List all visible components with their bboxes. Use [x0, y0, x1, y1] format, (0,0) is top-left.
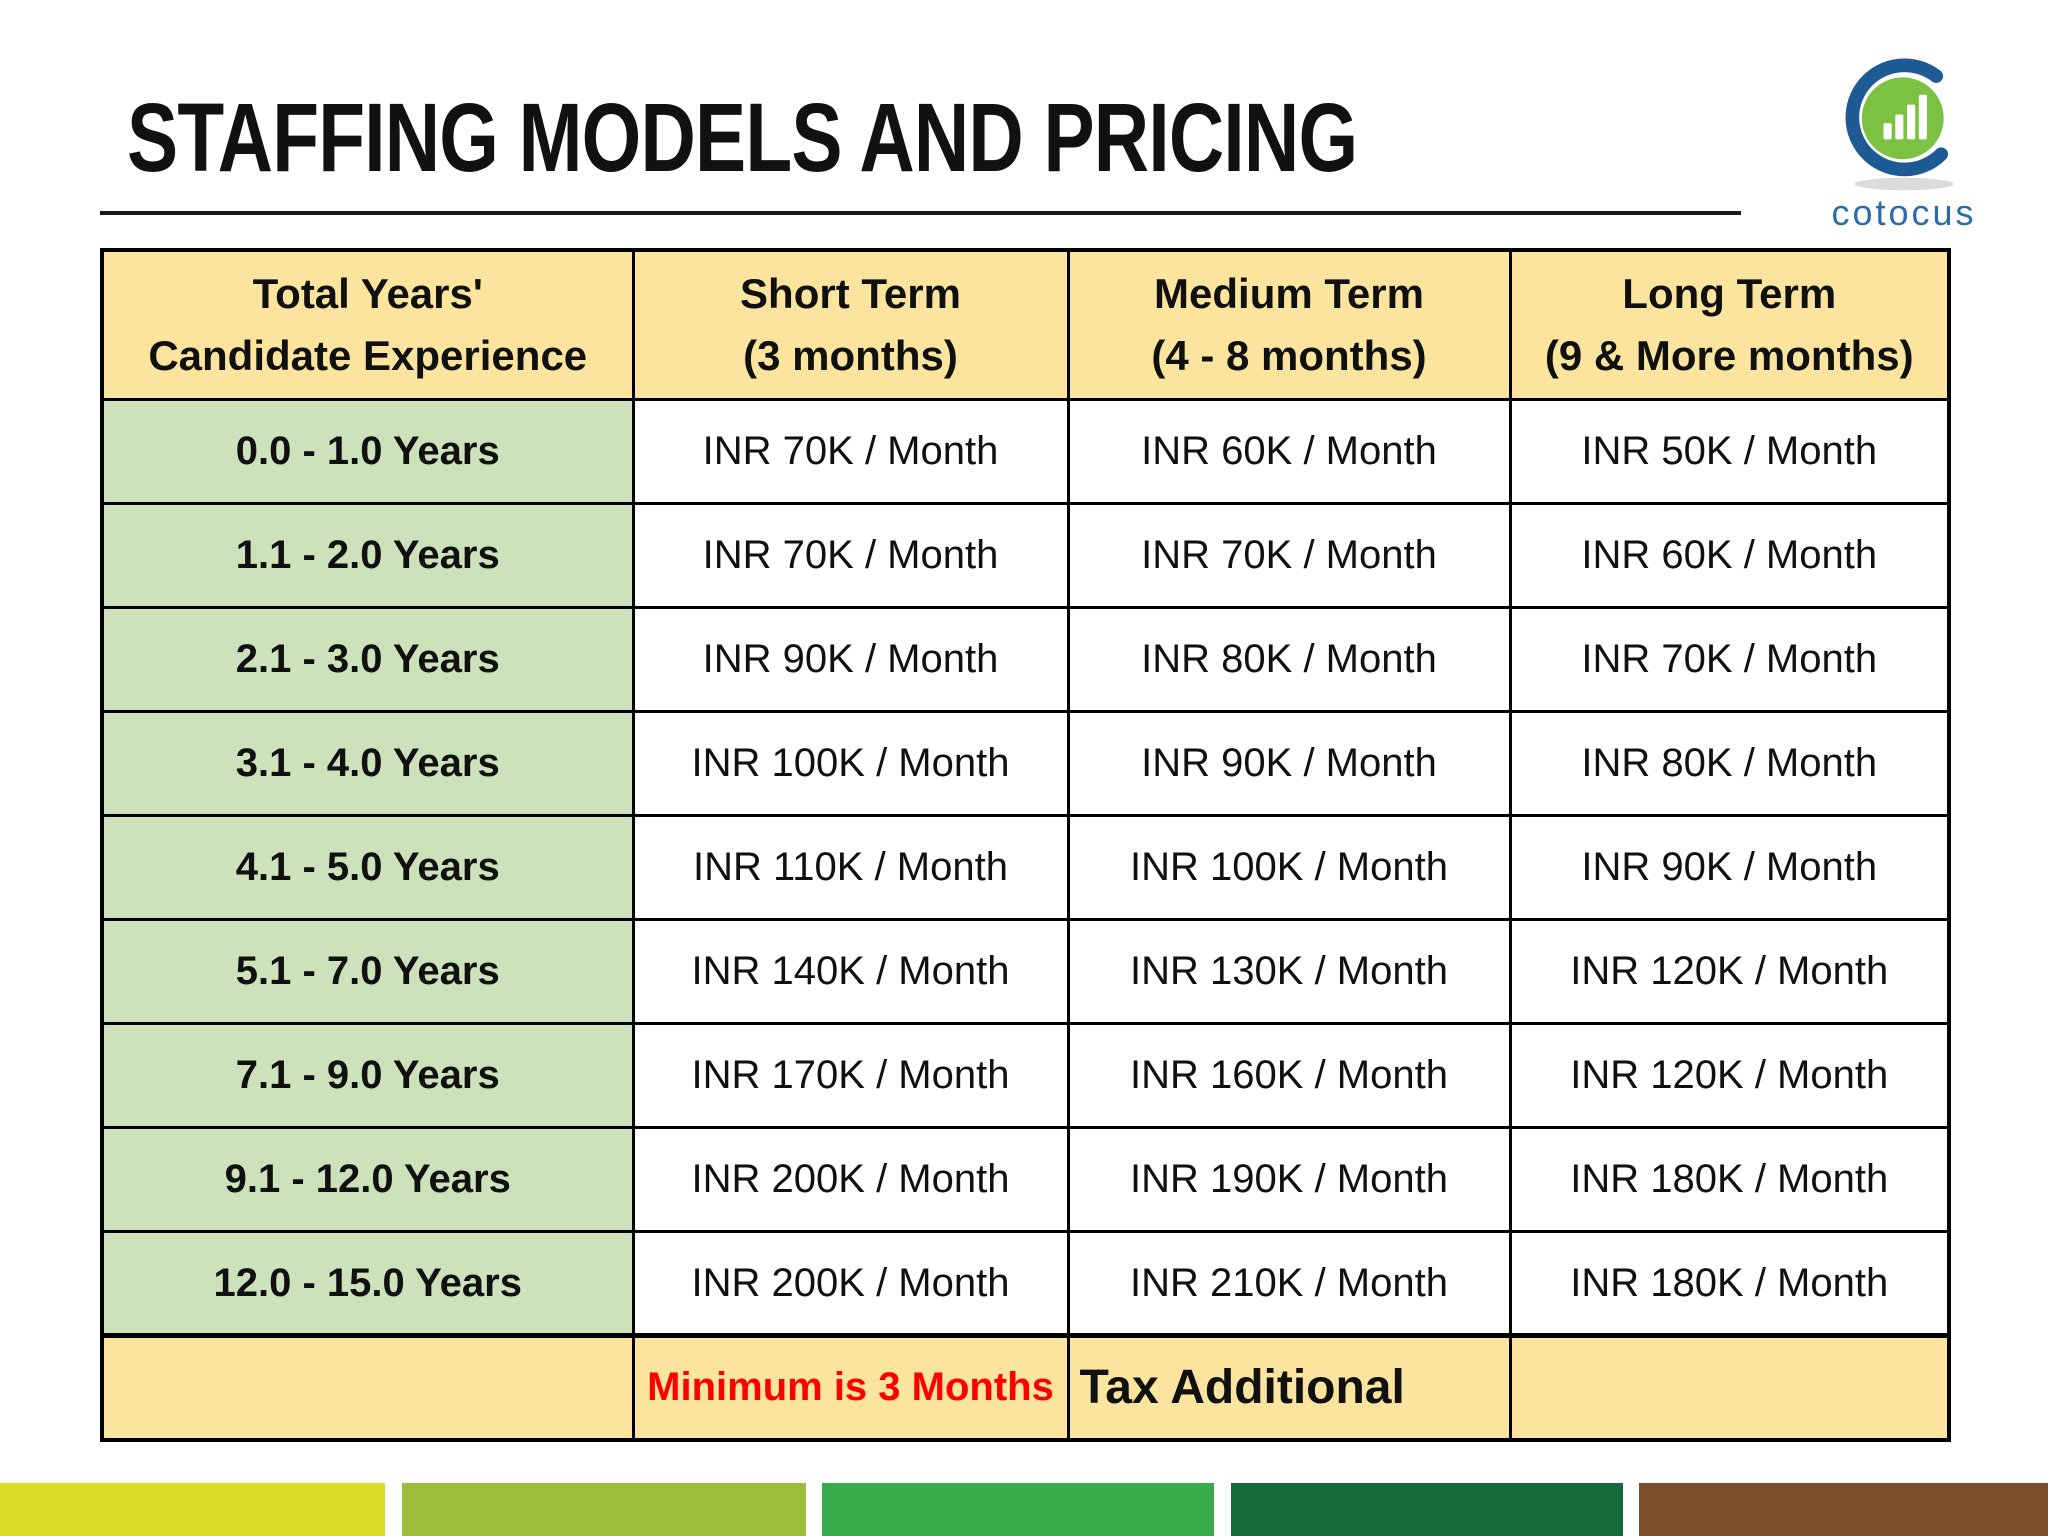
pricing-table: Total Years' Candidate Experience Short … [100, 248, 1951, 1442]
experience-cell: 12.0 - 15.0 Years [100, 1230, 635, 1337]
experience-cell: 1.1 - 2.0 Years [100, 502, 635, 609]
bar-chart-growth-circle-icon [1845, 58, 1954, 191]
experience-cell: 2.1 - 3.0 Years [100, 606, 635, 713]
table-row: 12.0 - 15.0 Years INR 200K / Month INR 2… [100, 1230, 1951, 1337]
price-cell-short-term: INR 140K / Month [631, 918, 1070, 1025]
experience-cell: 4.1 - 5.0 Years [100, 814, 635, 921]
price-cell-medium-term: INR 100K / Month [1066, 814, 1512, 921]
title-divider [100, 211, 1741, 215]
header-experience-column: Total Years' Candidate Experience [100, 248, 635, 401]
bottom-accent-bar [402, 1483, 806, 1536]
page-title: STAFFING MODELS AND PRICING [127, 83, 1358, 192]
bottom-accent-bar [1639, 1483, 2048, 1536]
price-cell-long-term: INR 70K / Month [1508, 606, 1951, 713]
header-row: Total Years' Candidate Experience Short … [100, 248, 1951, 401]
header-line-2: (3 months) [743, 332, 958, 379]
bottom-accent-bar [822, 1483, 1214, 1536]
header-long-term: Long Term (9 & More months) [1508, 248, 1951, 401]
price-cell-long-term: INR 90K / Month [1508, 814, 1951, 921]
table-row: 1.1 - 2.0 Years INR 70K / Month INR 70K … [100, 502, 1951, 609]
price-cell-medium-term: INR 210K / Month [1066, 1230, 1512, 1337]
experience-cell: 7.1 - 9.0 Years [100, 1022, 635, 1129]
price-cell-medium-term: INR 70K / Month [1066, 502, 1512, 609]
header-short-term: Short Term (3 months) [631, 248, 1070, 401]
bottom-accent-bar [1231, 1483, 1623, 1536]
header-line-2: Candidate Experience [148, 332, 588, 379]
tax-additional-note: Tax Additional [1066, 1333, 1512, 1441]
price-cell-medium-term: INR 190K / Month [1066, 1126, 1512, 1233]
price-cell-medium-term: INR 160K / Month [1066, 1022, 1512, 1129]
table-row: 0.0 - 1.0 Years INR 70K / Month INR 60K … [100, 398, 1951, 505]
price-cell-medium-term: INR 130K / Month [1066, 918, 1512, 1025]
price-cell-short-term: INR 200K / Month [631, 1230, 1070, 1337]
header-line-1: Short Term [740, 270, 961, 317]
price-cell-short-term: INR 70K / Month [631, 502, 1070, 609]
price-cell-long-term: INR 50K / Month [1508, 398, 1951, 505]
experience-cell: 3.1 - 4.0 Years [100, 710, 635, 817]
bottom-accent-bar [0, 1483, 385, 1536]
experience-cell: 0.0 - 1.0 Years [100, 398, 635, 505]
price-cell-medium-term: INR 80K / Month [1066, 606, 1512, 713]
price-cell-short-term: INR 110K / Month [631, 814, 1070, 921]
experience-cell: 5.1 - 7.0 Years [100, 918, 635, 1025]
price-cell-long-term: INR 60K / Month [1508, 502, 1951, 609]
header-line-1: Long Term [1622, 270, 1837, 317]
header-medium-term: Medium Term (4 - 8 months) [1066, 248, 1512, 401]
table-row: 5.1 - 7.0 Years INR 140K / Month INR 130… [100, 918, 1951, 1025]
footer-empty-cell [100, 1333, 635, 1441]
header-line-1: Total Years' [252, 270, 483, 317]
price-cell-medium-term: INR 90K / Month [1066, 710, 1512, 817]
price-cell-short-term: INR 90K / Month [631, 606, 1070, 713]
table-row: 2.1 - 3.0 Years INR 90K / Month INR 80K … [100, 606, 1951, 713]
minimum-term-note: Minimum is 3 Months [631, 1333, 1070, 1441]
experience-cell: 9.1 - 12.0 Years [100, 1126, 635, 1233]
price-cell-long-term: INR 180K / Month [1508, 1230, 1951, 1337]
chart-bars-glyph [1883, 94, 1927, 140]
table-row: 4.1 - 5.0 Years INR 110K / Month INR 100… [100, 814, 1951, 921]
price-cell-short-term: INR 170K / Month [631, 1022, 1070, 1129]
header-line-1: Medium Term [1154, 270, 1424, 317]
header-line-2: (4 - 8 months) [1151, 332, 1427, 379]
table-row: 3.1 - 4.0 Years INR 100K / Month INR 90K… [100, 710, 1951, 817]
bottom-accent-bars [0, 1483, 2048, 1536]
price-cell-short-term: INR 200K / Month [631, 1126, 1070, 1233]
table-footer-row: Minimum is 3 Months Tax Additional [100, 1333, 1951, 1441]
price-cell-short-term: INR 70K / Month [631, 398, 1070, 505]
price-cell-short-term: INR 100K / Month [631, 710, 1070, 817]
cotocus-logo: cotocus [1814, 52, 1994, 234]
price-cell-long-term: INR 120K / Month [1508, 918, 1951, 1025]
logo-brand-text: cotocus [1831, 192, 1977, 233]
table-row: 7.1 - 9.0 Years INR 170K / Month INR 160… [100, 1022, 1951, 1129]
price-cell-long-term: INR 80K / Month [1508, 710, 1951, 817]
table-row: 9.1 - 12.0 Years INR 200K / Month INR 19… [100, 1126, 1951, 1233]
header-line-2: (9 & More months) [1544, 332, 1914, 379]
price-cell-long-term: INR 180K / Month [1508, 1126, 1951, 1233]
price-cell-medium-term: INR 60K / Month [1066, 398, 1512, 505]
price-cell-long-term: INR 120K / Month [1508, 1022, 1951, 1129]
footer-empty-cell [1508, 1333, 1951, 1441]
